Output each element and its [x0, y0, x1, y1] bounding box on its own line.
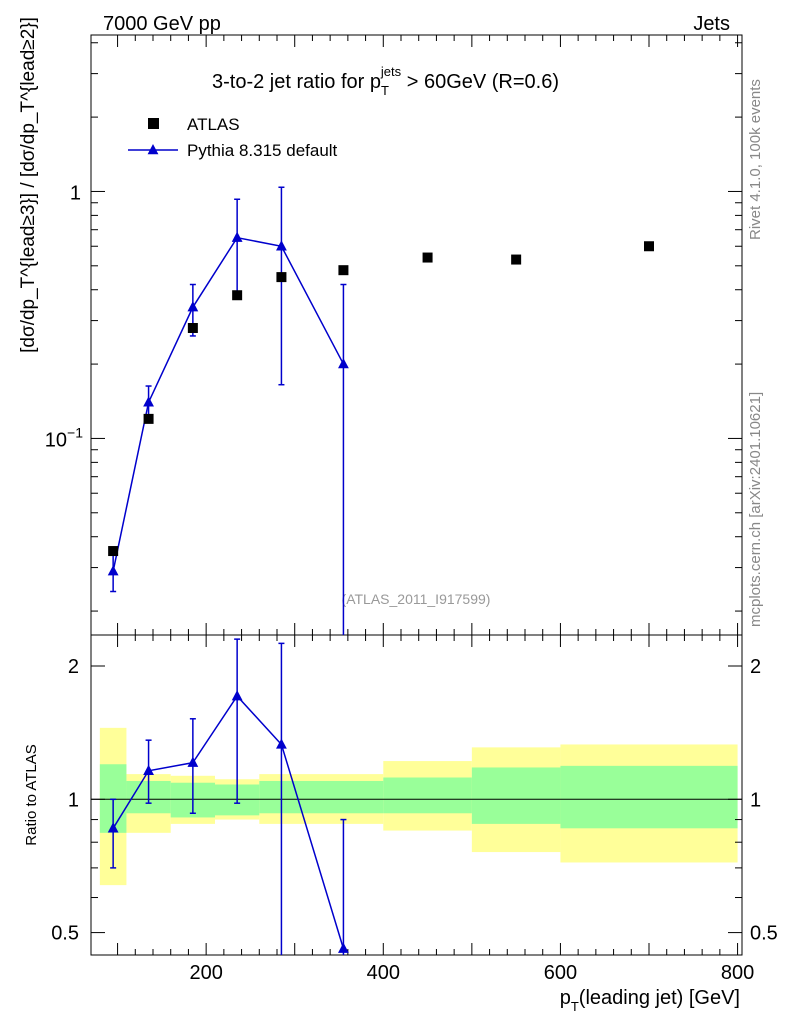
legend-pythia-marker [147, 144, 159, 155]
data-marks [107, 186, 654, 955]
x-tick-label: 200 [189, 962, 222, 984]
ratio-point [107, 822, 119, 833]
legend-atlas-marker [148, 118, 159, 129]
ratio-point [276, 738, 287, 749]
y-tick-label: 2 [68, 656, 79, 678]
y-tick-label-right: 0.5 [750, 923, 778, 945]
ratio-point [187, 756, 199, 767]
y-tick-label: 1 [70, 182, 81, 204]
pythia-point [143, 396, 154, 407]
mcplots-label: mcplots.cern.ch [arXiv:2401.10621] [747, 392, 764, 627]
atlas-point [143, 413, 154, 424]
legend-pythia-label: Pythia 8.315 default [187, 141, 338, 160]
analysis-watermark: (ATLAS_2011_I917599) [342, 591, 491, 607]
atlas-point [232, 290, 243, 301]
pythia-point [231, 231, 243, 242]
atlas-point [422, 252, 433, 263]
atlas-point [187, 322, 198, 333]
pythia-point [187, 301, 199, 312]
title-sup: jets [380, 64, 402, 79]
xlabel-sub: T [571, 999, 579, 1014]
ratio-bands [91, 727, 742, 886]
title-rest: > 60GeV (R=0.6) [401, 71, 559, 93]
pythia-point [276, 240, 287, 251]
legend-atlas-label: ATLAS [187, 115, 240, 134]
header-right: Jets [693, 13, 730, 35]
ratio-panel-marks [107, 638, 349, 955]
title-sub: T [381, 83, 389, 98]
x-tick-label: 800 [721, 962, 754, 984]
atlas-point [644, 241, 654, 252]
chart-title: 3-to-2 jet ratio for pTjets > 60GeV (R=0… [212, 64, 559, 98]
band-green [471, 767, 561, 824]
pythia-line [112, 236, 345, 572]
title-main: 3-to-2 jet ratio for p [212, 71, 381, 93]
y-axis-label-ratio: Ratio to ATLAS [23, 744, 40, 845]
pythia-point [338, 358, 349, 369]
xlabel-main: p [560, 987, 571, 1009]
xlabel-rest: (leading jet) [GeV] [579, 987, 740, 1009]
ratio-point [231, 690, 243, 701]
atlas-point [338, 265, 349, 276]
y-tick-label: 1 [68, 789, 79, 811]
band-green [259, 780, 384, 814]
ratio-frame [90, 634, 743, 956]
band-green [383, 777, 472, 814]
x-tick-label: 400 [367, 962, 400, 984]
pythia-point [107, 565, 119, 576]
legend: ATLAS Pythia 8.315 default [128, 115, 338, 160]
y-tick-label-right: 2 [750, 656, 761, 678]
band-green [560, 765, 738, 829]
y-tick-label: 10−1 [45, 424, 83, 451]
ratio-point [143, 764, 154, 775]
x-tick-label: 600 [544, 962, 577, 984]
ticks: 200 400 600 800 10−1 1 0.5 0.5 1 1 2 2 [45, 35, 778, 984]
ratio-line [112, 694, 345, 949]
y-axis-label-main: [dσ/dp_T^{lead≥3}] / [dσ/dp_T^{lead≥2}] [18, 17, 39, 353]
ratio-point [338, 942, 349, 953]
atlas-point [276, 272, 287, 283]
x-axis-label: pT(leading jet) [GeV] [560, 987, 740, 1014]
y-tick-label: 0.5 [51, 923, 79, 945]
atlas-point [511, 254, 522, 265]
axes [90, 34, 743, 956]
header-left: 7000 GeV pp [103, 13, 221, 35]
main-panel-marks [107, 186, 654, 635]
atlas-point [108, 546, 119, 557]
y-tick-label-right: 1 [750, 789, 761, 811]
rivet-label: Rivet 4.1.0, 100k events [747, 79, 764, 240]
